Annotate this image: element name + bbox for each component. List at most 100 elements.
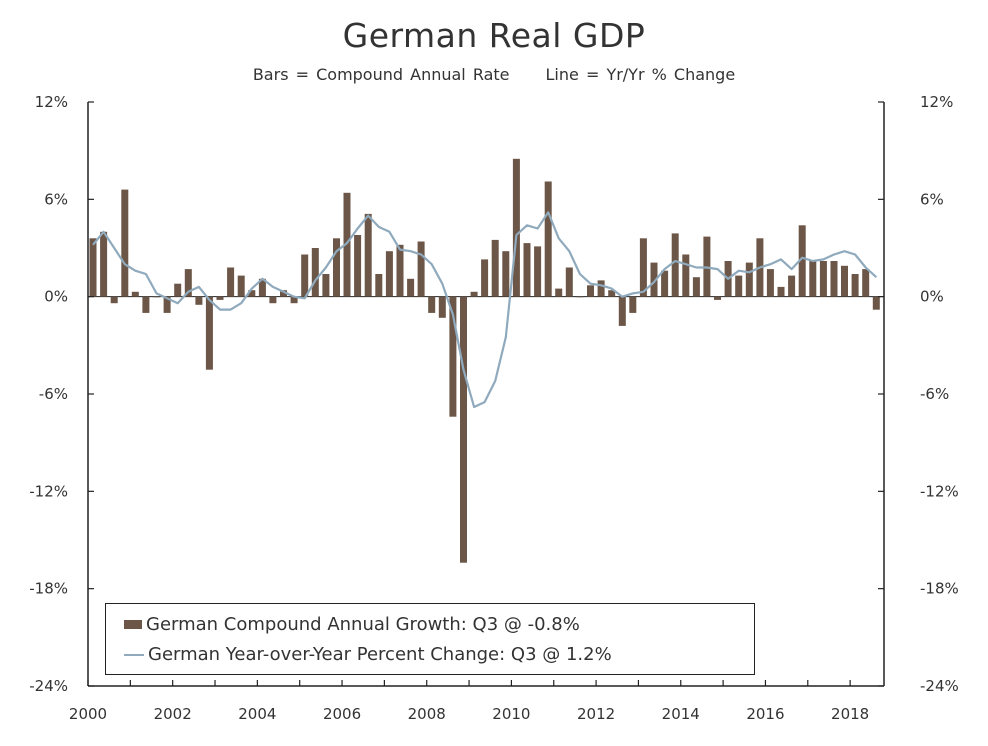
y-tick-label-left: 6% <box>44 190 68 208</box>
bar-2012.75 <box>629 296 637 313</box>
bar-2017.25 <box>819 261 827 297</box>
bar-2008.75 <box>460 296 467 563</box>
bar-2016.25 <box>777 286 785 297</box>
x-tick-label: 2000 <box>69 705 107 723</box>
bar-2013.75 <box>671 233 679 297</box>
bar-2010.5 <box>534 246 542 297</box>
bar-2018.5 <box>872 296 880 310</box>
bar-2013.25 <box>650 262 658 297</box>
legend-label-line: German Year-over-Year Percent Change: Q3… <box>148 644 612 665</box>
bar-2005.5 <box>322 274 330 297</box>
bar-2002.75 <box>205 296 213 370</box>
y-tick-label-left: 12% <box>35 93 68 111</box>
x-tick-label: 2006 <box>323 705 361 723</box>
bar-2013.5 <box>661 270 669 297</box>
bar-2002.5 <box>195 296 203 305</box>
y-tick-label-right: 0% <box>920 288 944 306</box>
chart-legend: German Compound Annual Growth: Q3 @ -0.8… <box>105 603 755 675</box>
bar-2011.75 <box>587 285 594 297</box>
x-tick-label: 2014 <box>662 705 700 723</box>
chart-title: German Real GDP <box>342 16 646 55</box>
subtitle-line-note: Line = Yr/Yr % Change <box>545 65 736 84</box>
bar-2010 <box>512 158 520 297</box>
legend-line-swatch <box>124 653 144 656</box>
bar-2012.25 <box>608 290 616 297</box>
bar-2007.75 <box>417 241 425 297</box>
bar-2000.25 <box>100 231 108 297</box>
subtitle-bars-note: Bars = Compound Annual Rate <box>252 65 510 84</box>
bar-2017 <box>809 261 817 297</box>
bar-2004.5 <box>280 290 287 297</box>
bar-2013 <box>639 238 647 297</box>
bar-2010.75 <box>544 181 552 297</box>
bar-2009.5 <box>491 239 499 297</box>
bar-2002 <box>174 283 182 297</box>
x-tick-label: 2002 <box>154 705 192 723</box>
bar-2001.75 <box>163 296 171 313</box>
legend-item-bars: German Compound Annual Growth: Q3 @ -0.8… <box>124 614 580 635</box>
y-tick-label-left: -12% <box>29 482 68 500</box>
bar-2010.25 <box>523 243 531 297</box>
y-tick-label-right: -6% <box>920 385 949 403</box>
bar-2009.75 <box>502 251 510 297</box>
bar-2011.25 <box>565 267 573 297</box>
bar-2009.25 <box>481 259 489 297</box>
bar-2001 <box>131 291 139 297</box>
bar-2008.25 <box>438 296 446 318</box>
bar-2002.25 <box>184 269 192 297</box>
bar-2012 <box>597 280 605 297</box>
bar-2003.25 <box>227 267 235 297</box>
y-tick-label-right: 12% <box>920 93 953 111</box>
bar-2016 <box>766 269 774 297</box>
bar-2018 <box>851 274 859 297</box>
legend-bar-swatch <box>124 620 142 629</box>
bar-2014.75 <box>714 296 721 300</box>
bar-2004 <box>258 278 266 297</box>
y-tick-label-right: -18% <box>920 580 959 598</box>
bar-2006.5 <box>364 213 372 297</box>
bar-2001.25 <box>142 296 150 313</box>
y-tick-label-right: -12% <box>920 482 959 500</box>
bar-2000.75 <box>121 189 129 297</box>
bar-2014 <box>682 254 690 297</box>
bar-2016.75 <box>798 225 806 297</box>
x-tick-label: 2008 <box>408 705 446 723</box>
y-tick-label-left: -24% <box>29 677 68 695</box>
bar-2003.5 <box>237 275 245 297</box>
bar-2015.5 <box>745 262 753 297</box>
bar-2007 <box>385 251 393 297</box>
chart-subtitle: Bars = Compound Annual Rate Line = Yr/Yr … <box>0 65 988 84</box>
legend-label-bars: German Compound Annual Growth: Q3 @ -0.8… <box>146 614 580 635</box>
bar-2004.25 <box>269 296 277 304</box>
x-tick-label: 2010 <box>492 705 530 723</box>
bar-2000 <box>89 238 97 297</box>
bar-2016.5 <box>788 275 796 297</box>
bar-2008.5 <box>449 296 457 417</box>
y-tick-label-left: -18% <box>29 580 68 598</box>
x-tick-label: 2004 <box>238 705 276 723</box>
legend-item-line: German Year-over-Year Percent Change: Q3… <box>124 644 612 665</box>
y-tick-label-left: 0% <box>44 288 68 306</box>
bar-2011 <box>555 288 563 297</box>
bar-2003 <box>216 296 224 300</box>
bar-2006.25 <box>354 235 362 297</box>
bar-2009 <box>470 291 478 297</box>
bar-2014.25 <box>692 277 700 297</box>
bar-2005 <box>301 254 309 297</box>
bar-2007.25 <box>396 244 404 297</box>
x-tick-label: 2018 <box>831 705 869 723</box>
bar-2008 <box>428 296 436 313</box>
x-tick-label: 2012 <box>577 705 615 723</box>
bar-2005.75 <box>333 238 340 297</box>
y-tick-label-left: -6% <box>39 385 68 403</box>
bar-2005.25 <box>311 248 319 297</box>
bar-2006 <box>343 192 351 297</box>
bar-2017.75 <box>841 265 848 297</box>
bar-2004.75 <box>290 296 298 304</box>
bar-2011.5 <box>576 296 584 298</box>
bar-2007.5 <box>407 278 415 297</box>
bar-2001.5 <box>153 296 160 298</box>
bar-2017.5 <box>830 261 838 297</box>
yoy-line <box>92 211 878 409</box>
